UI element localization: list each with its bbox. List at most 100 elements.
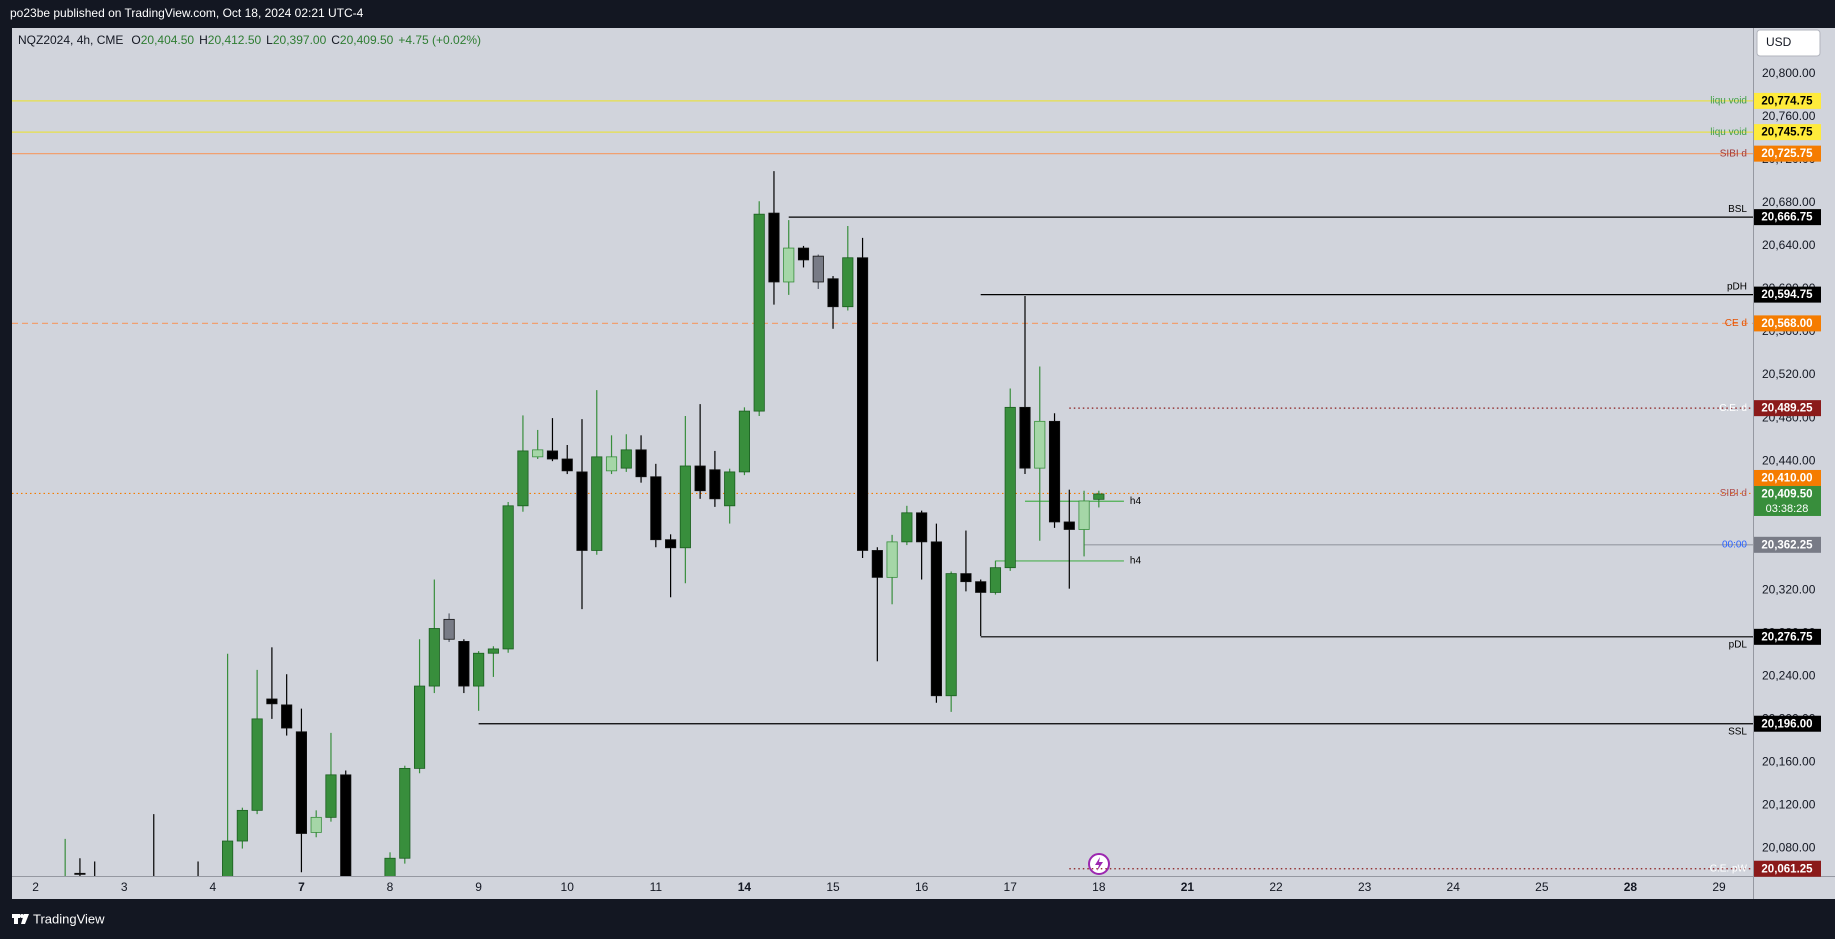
ohlc-legend: 20,409.50 (340, 33, 394, 47)
candle-body (665, 539, 677, 549)
plot (12, 100, 1753, 876)
candle-body (1078, 500, 1090, 530)
ohlc-legend: C (331, 33, 340, 47)
level-label: 00:00 (1722, 539, 1747, 550)
candle-body (458, 641, 470, 687)
level-label: SIBI d (1720, 488, 1747, 499)
price-tag-label: 20,410.00 (1761, 473, 1812, 485)
candle-body (384, 857, 396, 876)
candle-body (1063, 521, 1075, 530)
candle-body (266, 698, 278, 705)
candle-body (74, 872, 86, 875)
currency[interactable]: USD (1766, 35, 1792, 49)
candle-body (827, 278, 839, 308)
y-tick-label: 20,800.00 (1762, 66, 1816, 80)
bolt-icon[interactable] (1088, 853, 1110, 875)
x-tick-label: 11 (650, 880, 663, 894)
y-tick-label: 20,760.00 (1762, 109, 1816, 123)
candle-body (502, 505, 514, 650)
candle-body (768, 212, 780, 283)
candle-body (1034, 420, 1046, 469)
level-label: SIBI d (1720, 148, 1747, 159)
level-label: pDL (1729, 639, 1748, 650)
last-price-label: 20,409.50 (1761, 489, 1812, 501)
y-tick-label: 20,120.00 (1762, 798, 1816, 812)
y-tick-label: 20,240.00 (1762, 669, 1816, 683)
ohlc-legend: O (131, 33, 140, 47)
candle-body (1048, 420, 1061, 523)
x-tick-label: 22 (1269, 880, 1283, 894)
x-tick-label: 9 (475, 880, 482, 894)
price-tag (1754, 628, 1821, 645)
candle-body (930, 541, 942, 697)
candle-body (340, 774, 352, 876)
price-tag (1754, 124, 1821, 141)
candle-body (916, 512, 928, 543)
candle-body (281, 704, 293, 729)
y-tick-label: 20,440.00 (1762, 453, 1816, 467)
candle-body (635, 449, 647, 478)
candle-body (487, 648, 499, 654)
candle-body (620, 449, 632, 469)
candle-body (694, 465, 706, 492)
publisher: po23be published on TradingView.com, Oct… (10, 6, 364, 20)
level-label: h4 (1130, 556, 1142, 567)
candle-body (871, 550, 883, 578)
ohlc-legend: 20,404.50 (141, 33, 195, 47)
candle-body (650, 476, 662, 541)
x-tick-label: 10 (561, 880, 575, 894)
price-tag (1754, 400, 1821, 417)
candle-body (576, 471, 588, 551)
x-tick-label: 2 (32, 880, 39, 894)
x-tick-label: 29 (1712, 880, 1726, 894)
candle-body (1004, 406, 1016, 569)
candle-body (679, 465, 691, 549)
candle-body (236, 809, 248, 842)
tv-logo (12, 914, 29, 924)
candle-body (797, 247, 810, 261)
candle-body (399, 767, 411, 859)
candle-body (738, 410, 750, 473)
ohlc-legend: H (199, 33, 208, 47)
level-label: CE d (1725, 318, 1747, 329)
candle-body (856, 257, 869, 551)
price-tag (1754, 860, 1821, 877)
candle-body (561, 458, 573, 472)
candle-body (473, 652, 485, 687)
candle-body (443, 618, 455, 640)
price-tag-label: 20,276.75 (1761, 631, 1813, 643)
candle-body (975, 581, 987, 593)
candle-body (886, 541, 898, 578)
price-tag (1754, 92, 1821, 109)
countdown: 03:38:28 (1766, 503, 1809, 515)
symbol: NQZ2024, 4h, CME (18, 33, 123, 47)
x-tick-label: 14 (738, 880, 752, 894)
candle-body (901, 512, 913, 543)
candle-body (842, 257, 854, 308)
candle-body (1019, 406, 1031, 469)
price-tag-label: 20,594.75 (1761, 289, 1813, 301)
currency-button[interactable] (1756, 29, 1821, 57)
level-label: liqu void (1710, 96, 1747, 107)
y-tick-label: 20,680.00 (1762, 195, 1816, 209)
candle-body (222, 840, 234, 876)
candle-body (325, 774, 337, 818)
candle-body (753, 213, 765, 412)
x-tick-label: 28 (1624, 880, 1638, 894)
candle-body (1093, 493, 1105, 500)
price-tag (1754, 315, 1821, 332)
price-tag-label: 20,061.25 (1761, 863, 1813, 875)
price-tag (1754, 715, 1821, 732)
x-tick-label: 24 (1447, 880, 1461, 894)
price-tag (1754, 145, 1821, 162)
price-tag-label: 20,489.25 (1761, 403, 1813, 415)
x-tick-label: 7 (298, 880, 305, 894)
y-tick-label: 20,520.00 (1762, 367, 1816, 381)
price-tag-label: 20,362.25 (1761, 539, 1813, 551)
ohlc-legend: +4.75 (+0.02%) (398, 33, 481, 47)
plot-area (12, 28, 1835, 899)
y-tick-label: 20,320.00 (1762, 582, 1816, 596)
candle-body (310, 816, 322, 833)
candle-body (989, 567, 1002, 593)
